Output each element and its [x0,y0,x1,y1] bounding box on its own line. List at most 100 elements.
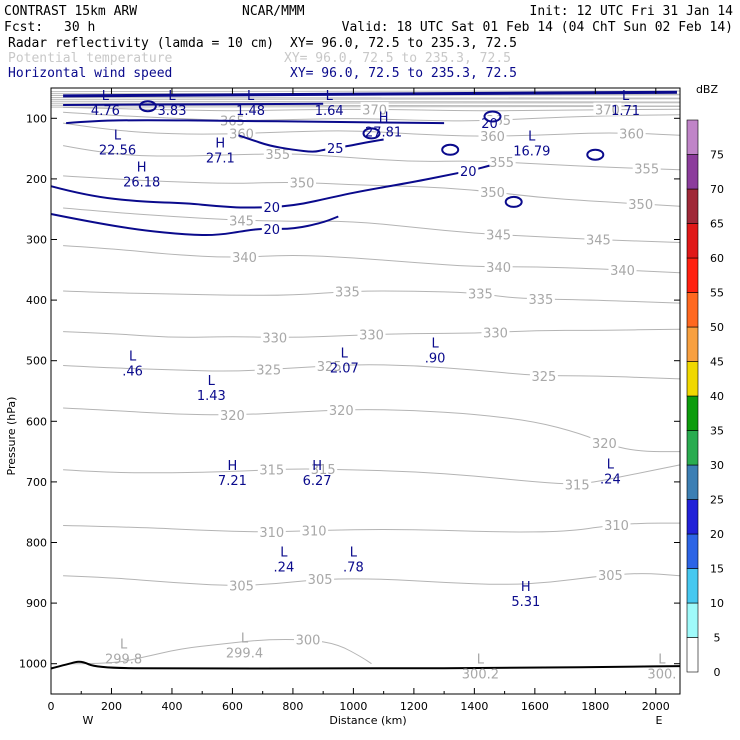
theta-contour-305 [63,573,681,586]
y-tick-label: 200 [26,173,47,186]
wind-contour-label: 20 [264,201,281,216]
y-tick-label: 1000 [19,658,47,671]
x-tick-label: 1000 [339,700,367,713]
extremum-value: 4.76 [91,104,120,119]
theta-label-bg [529,368,558,382]
x-tick-label: 0 [48,700,55,713]
theta-contour-label: 350 [480,186,505,201]
theta-contour-label: 340 [232,251,257,266]
x-tick-label: 1800 [581,700,609,713]
colorbar: 0 5 10 15 20 25 30 35 40 45 50 55 60 65 70 75 [686,119,724,679]
theta-contour-340 [63,245,681,274]
y-tick-label: 300 [26,234,47,247]
x-tick-label: 600 [222,700,243,713]
colorbar-level-label: 75 [710,149,724,162]
colorbar-level-label: 55 [710,287,724,300]
y-axis-label: Pressure (hPa) [5,397,18,476]
wind-contour-label: 20 [460,165,477,180]
theta-label-bg [306,572,335,586]
extremum-marker-H: H [215,136,225,151]
theta-label-bg [563,477,592,491]
y-tick-label: 700 [26,476,47,489]
theta-label-bg [327,402,356,416]
fcst-label: Fcst: [4,20,43,35]
wind-label-bg [261,200,282,213]
theta-contour-label: 330 [359,329,384,344]
extremum-value: 7.21 [218,474,247,489]
extremum-marker-H: H [137,161,147,176]
theta-label-bg [608,263,637,276]
colorbar-swatch-25 [686,464,699,500]
x-tick-label: 800 [282,700,303,713]
theta-label-bg [227,126,256,140]
y-tick-label: 900 [26,597,47,610]
theta-contour-325 [63,364,681,380]
theta-contour-300 [69,638,372,665]
colorbar-swatch-15 [686,533,699,569]
colorbar-level-label: 15 [710,563,724,576]
theta-contour-335 [63,290,681,304]
theta-label-bg [484,227,513,241]
extremum-marker-L: L [477,653,485,668]
wind-contour-label: 25 [327,142,344,157]
extremum-value: 26.18 [123,176,160,191]
wind-contour-20 [50,213,339,237]
theta-contour-label: 325 [256,363,281,378]
theta-contour-label: 315 [259,464,284,479]
theta-contour-label: 355 [489,156,514,171]
extremum-marker-H: H [312,459,322,474]
extremum-value: .24 [274,560,295,575]
extremum-marker-H: H [228,459,238,474]
theta-label-bg [593,102,622,116]
colorbar-level-label: 65 [710,218,724,231]
theta-label-bg [478,185,507,198]
theta-contour-label: 320 [220,409,245,424]
theta-contour-label: 315 [565,479,590,494]
theta-label-bg [632,161,661,175]
theta-contour-label: 355 [265,148,290,163]
x-tick-label: 200 [101,700,122,713]
plot-area: 300 305 305 305 310 310 310 315 315 315 320 320 320 3… [50,89,681,683]
colorbar-level-label: 40 [710,390,724,403]
colorbar-unit: dBZ [696,83,719,96]
extremum-marker-H: H [379,110,389,125]
theta-label-bg [300,523,329,537]
colorbar-swatch-50 [686,292,699,328]
field-xy-wind: XY= 96.0, 72.5 to 235.3, 72.5 [290,66,517,81]
theta-contour-label: 335 [528,293,553,308]
wind-contour-jet-lower [63,102,324,106]
extremum-value: 6.27 [303,474,332,489]
plot-frame [50,87,681,695]
theta-label-bg [333,284,362,298]
y-tick-label: 500 [26,355,47,368]
extremum-value: 22.56 [99,144,136,159]
extremum-value: 1.48 [236,104,265,119]
colorbar-level-label: 50 [710,321,724,334]
theta-label-bg [230,250,259,264]
theta-contour-label: 360 [619,127,644,142]
field-name-theta: Potential temperature [8,51,173,66]
extremum-marker-L: L [431,336,439,351]
theta-contour-label: 370 [362,103,387,118]
theta-contour-label: 300 [296,634,321,649]
field-name-reflectivity: Radar reflectivity (lamda = 10 cm) [8,36,274,51]
extremum-marker-H: H [521,580,531,595]
theta-label-bg [478,129,507,143]
theta-label-bg [590,436,619,450]
wind-label-bg [479,116,500,130]
extremum-value: .24 [600,473,621,488]
theta-contour-365 [63,111,681,122]
theta-contour-370 [63,106,681,112]
extremum-value: 16.79 [513,145,550,160]
colorbar-level-label: 60 [710,252,724,265]
y-tick-label: 800 [26,537,47,550]
extremum-value: 1.43 [197,389,226,404]
theta-contour-label: 305 [308,573,333,588]
theta-contour-label: 320 [329,404,354,419]
extremum-marker-L: L [280,545,288,560]
surface-terrain-line [50,660,681,670]
x-tick-label: 2000 [642,700,670,713]
colorbar-level-label: 5 [714,632,721,645]
wind-contour-20 [50,164,490,209]
